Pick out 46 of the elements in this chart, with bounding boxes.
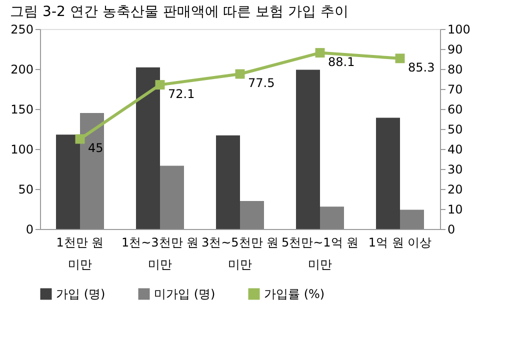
data-label: 45 — [88, 141, 104, 155]
bar — [240, 201, 264, 229]
y2-tick-label: 10 — [448, 202, 463, 216]
bar — [400, 210, 424, 229]
bar — [136, 67, 160, 229]
legend-label: 가입률 (%) — [264, 287, 325, 301]
bar — [56, 134, 80, 229]
data-label: 72.1 — [168, 86, 195, 101]
legend-label: 미가입 (명) — [154, 287, 216, 301]
y2-tick-label: 50 — [448, 122, 463, 136]
y2-tick-label: 80 — [448, 62, 463, 76]
point — [235, 69, 245, 79]
y2-tick-label: 100 — [448, 22, 470, 36]
y2-tick-label: 0 — [448, 222, 456, 236]
y-tick-label: 150 — [10, 102, 34, 116]
x-tick-label: 1억 원 이상 — [368, 236, 432, 250]
y2-tick-label: 20 — [448, 182, 463, 196]
bar — [376, 118, 400, 229]
bar — [296, 70, 320, 229]
y2-tick-label: 60 — [448, 102, 463, 116]
point — [75, 134, 85, 144]
y-tick-label: 200 — [10, 62, 34, 76]
chart-title: 그림 3-2 연간 농축산물 판매액에 따른 보험 가입 추이 — [10, 4, 349, 20]
y-tick-label: 0 — [26, 222, 34, 236]
y-tick-label: 100 — [10, 142, 34, 156]
y-tick-label: 250 — [10, 22, 34, 36]
data-label: 85.3 — [408, 60, 435, 74]
point — [155, 80, 165, 90]
x-tick-label: 1천만 원 미만 — [56, 236, 104, 272]
bar — [216, 135, 240, 229]
point — [315, 48, 325, 58]
y-tick-label: 50 — [18, 182, 34, 196]
data-label: 88.1 — [328, 54, 355, 69]
bar — [80, 113, 104, 229]
y2-tick-label: 90 — [448, 42, 463, 56]
x-tick-label: 1천~3천만 원 미만 — [121, 236, 199, 272]
y2-tick-label: 40 — [448, 142, 463, 156]
point — [395, 54, 405, 64]
x-tick-label: 5천만~1억 원 미만 — [281, 236, 359, 272]
x-tick-label: 3천~5천만 원 미만 — [201, 236, 279, 272]
data-label: 77.5 — [248, 76, 275, 90]
bar — [320, 206, 344, 229]
y2-tick-label: 30 — [448, 162, 463, 176]
legend-label: 가입 (명) — [56, 287, 106, 301]
y2-tick-label: 70 — [448, 82, 463, 96]
bar — [160, 166, 184, 229]
